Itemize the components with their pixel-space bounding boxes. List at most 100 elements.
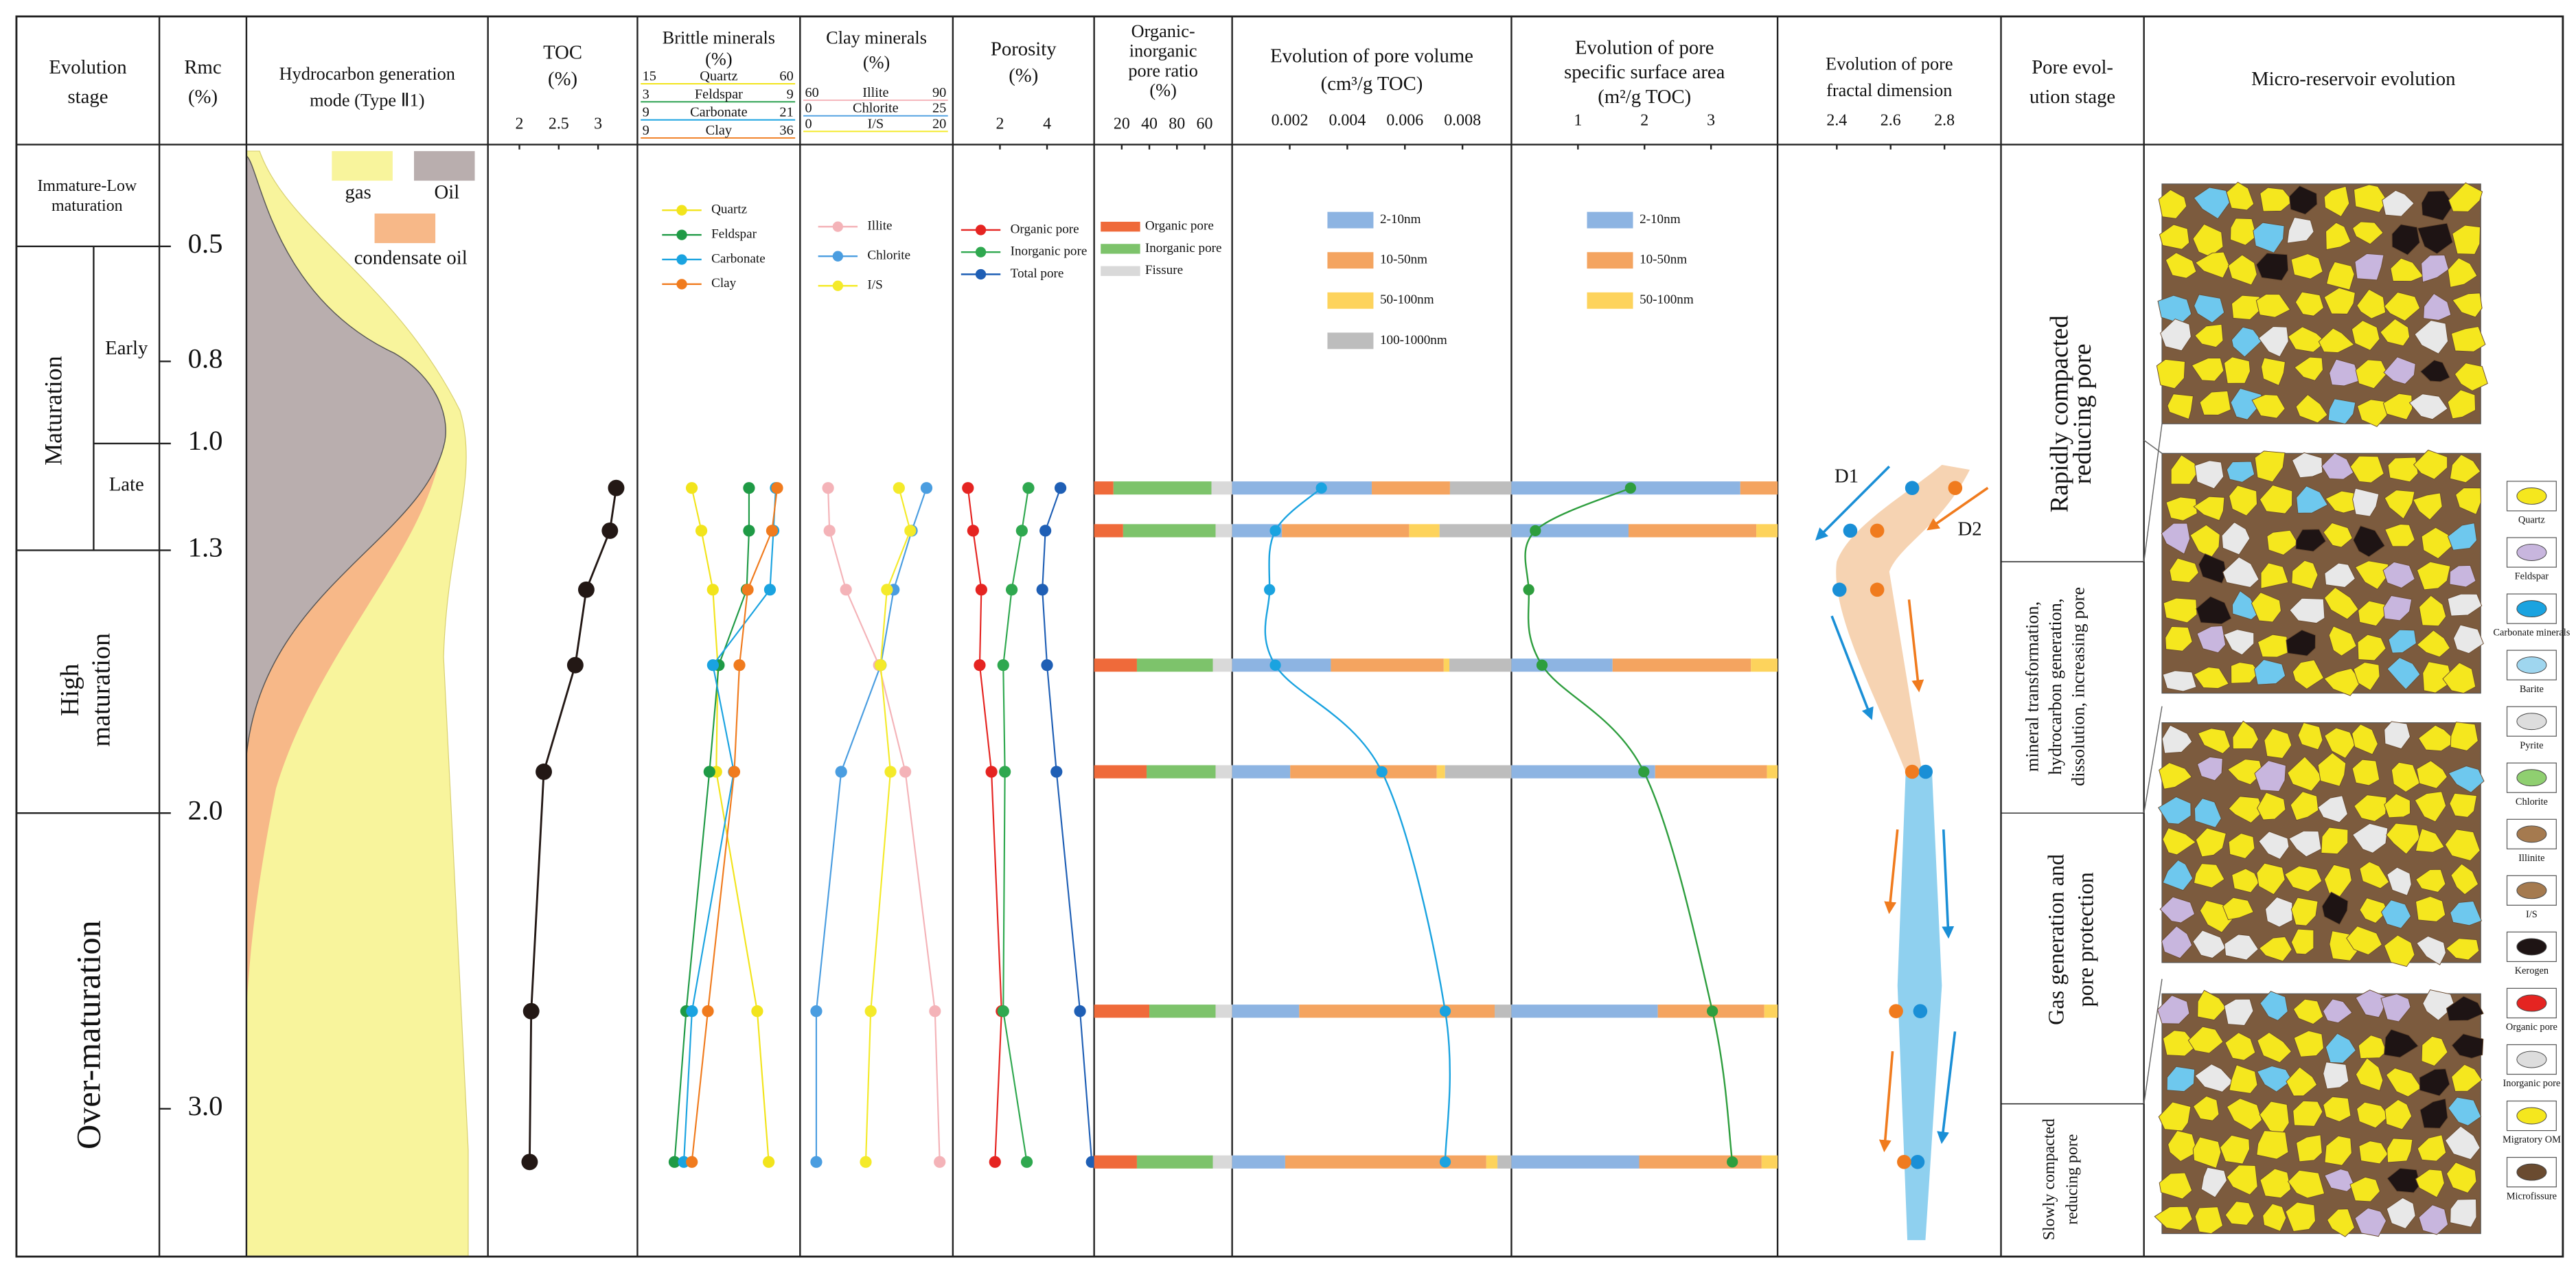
scale-min: 0 (805, 101, 812, 116)
grain (2265, 896, 2293, 928)
grain (2385, 1067, 2422, 1097)
legend-label: Inorganic pore (1145, 241, 1222, 255)
grain (2258, 936, 2292, 962)
legend-swatch (1327, 332, 1374, 349)
rmc-tick-label: 1.0 (188, 425, 223, 456)
grain (2256, 1066, 2293, 1092)
column-title: Evolution (49, 56, 126, 78)
legend-icon (2516, 600, 2547, 618)
grain (2359, 861, 2390, 889)
grain (2354, 794, 2387, 822)
scale-max: 25 (932, 101, 946, 116)
legend-label: 100-1000nm (1380, 333, 1447, 347)
scale-min: 9 (643, 123, 649, 138)
grain (2158, 796, 2192, 825)
x-tick-label: 20 (1114, 115, 1130, 133)
micro-panel (2158, 720, 2485, 967)
grain (2352, 488, 2380, 517)
data-point (1638, 766, 1650, 778)
data-point (686, 1005, 698, 1018)
grain (2390, 257, 2424, 282)
grain (2198, 553, 2227, 584)
bar-segment (1211, 481, 1232, 495)
bar-segment (1449, 658, 1512, 672)
data-point (1832, 582, 1847, 597)
data-point (1897, 1154, 1911, 1169)
bar-segment (1232, 1005, 1300, 1018)
grain (2323, 185, 2350, 218)
pore-stage-label: hydrocarbon generation, (2045, 598, 2065, 775)
grain (2359, 897, 2389, 924)
legend-label: Total pore (1011, 266, 1064, 281)
pore-stage-label: reducing pore (2063, 1134, 2081, 1225)
grain (2158, 1101, 2192, 1132)
bar-segment (1215, 1005, 1232, 1018)
grain (2231, 662, 2259, 684)
data-point (881, 584, 893, 596)
grain (2285, 1202, 2316, 1232)
grain (2412, 492, 2443, 520)
grain (2415, 1169, 2445, 1198)
grain (2382, 561, 2415, 588)
grain (2384, 721, 2411, 750)
bar-segment (1443, 658, 1450, 672)
data-point (1523, 584, 1534, 595)
grain (2258, 831, 2290, 860)
scale-max: 9 (787, 87, 794, 102)
bar-segment (1436, 765, 1445, 779)
scale-name: Clay (706, 123, 733, 138)
grain (2231, 326, 2262, 358)
grain (2161, 523, 2191, 555)
data-point (601, 522, 619, 539)
bar-segment (1149, 1005, 1216, 1018)
grain (2159, 896, 2196, 924)
grain (2295, 1134, 2323, 1162)
data-point (608, 479, 625, 496)
grain (2421, 190, 2454, 221)
grain (2157, 995, 2190, 1024)
grain (2161, 926, 2193, 959)
data-point (860, 1156, 872, 1168)
grain (2415, 895, 2446, 922)
grain (2386, 1197, 2416, 1229)
rmc-tick-label: 0.8 (188, 343, 223, 374)
series-label: D1 (1835, 466, 1859, 488)
column-title: fractal dimension (1826, 80, 1952, 100)
bar-segment (1751, 658, 1778, 672)
grain (2229, 1064, 2258, 1094)
grain (2383, 356, 2416, 385)
stage-label: Over-maturation (69, 920, 108, 1149)
data-point (702, 1005, 714, 1018)
grain (2323, 586, 2359, 620)
grain (2452, 225, 2481, 255)
legend-icon (2516, 938, 2547, 956)
grain (2253, 658, 2286, 685)
bar-segment (1282, 524, 1410, 538)
data-point (1264, 584, 1276, 595)
column-title: (%) (548, 68, 577, 90)
bar-segment (1655, 765, 1767, 779)
data-point (741, 584, 754, 596)
grain (2167, 1130, 2198, 1162)
scale-max: 20 (932, 116, 946, 131)
grain (2287, 1169, 2325, 1199)
grain (2294, 356, 2323, 381)
legend-icon (2516, 713, 2547, 731)
pore-stage-label: Gas generation and (2044, 854, 2069, 1025)
grain (2346, 926, 2383, 956)
pore-stage-label: dissolution, increasing pore (2068, 587, 2088, 786)
grain (2356, 1101, 2390, 1129)
grain (2380, 318, 2411, 347)
data-point (1074, 1005, 1086, 1018)
data-point (1913, 1004, 1928, 1018)
grain (2324, 727, 2356, 759)
legend-dot (975, 225, 987, 236)
data-point (1041, 659, 1053, 672)
grain (2256, 862, 2286, 895)
data-point (751, 1005, 763, 1018)
legend-label: 2-10nm (1380, 212, 1421, 227)
grain (2231, 868, 2259, 893)
legend-swatch (1587, 211, 1633, 229)
column-title: Evolution of pore (1826, 54, 1953, 74)
grain (2446, 996, 2484, 1022)
